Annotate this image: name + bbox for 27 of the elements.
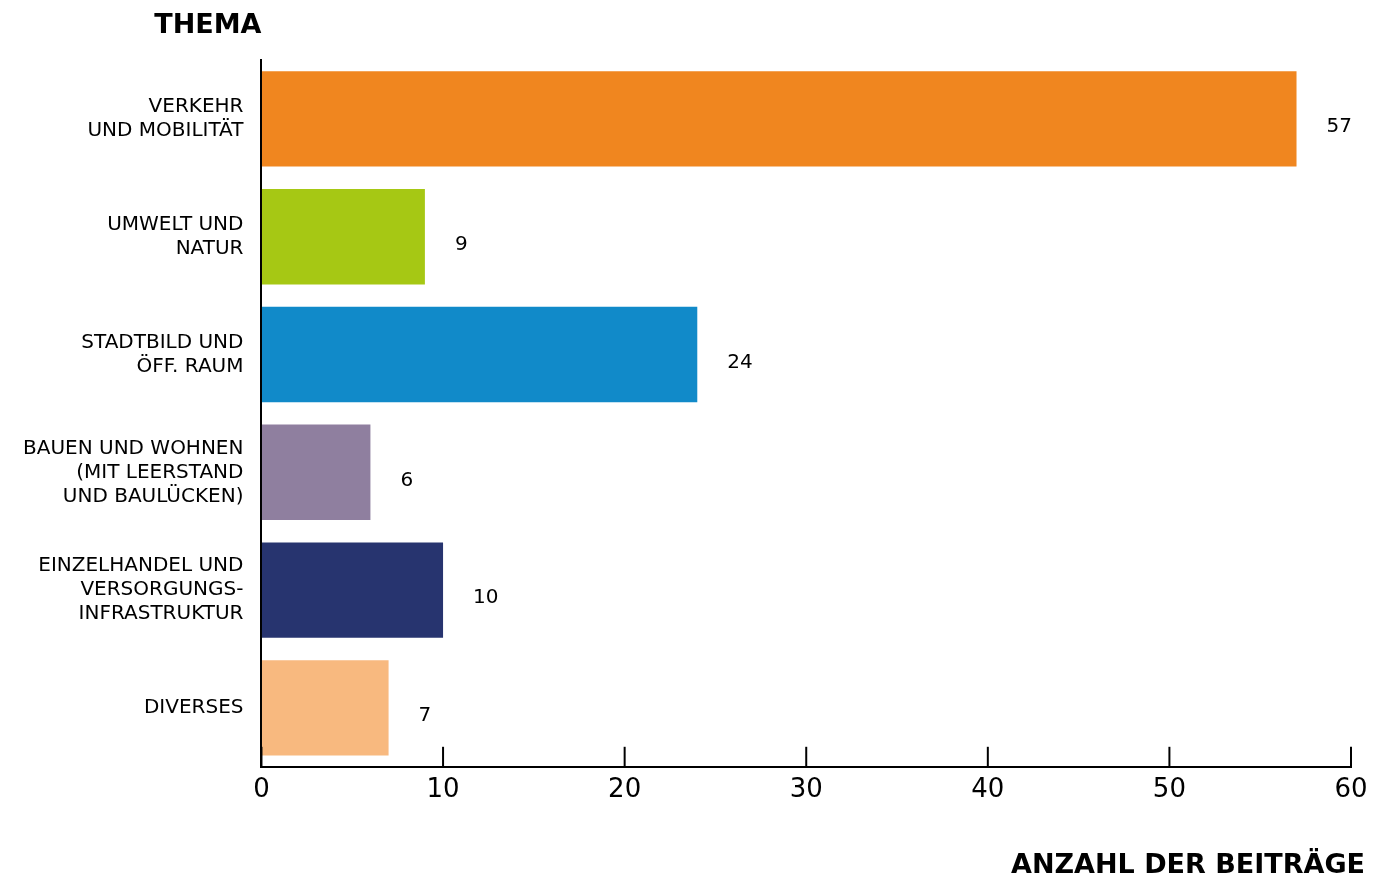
- bar: [261, 71, 1297, 167]
- x-axis-title: ANZAHL DER BEITRÄGE: [1011, 848, 1365, 880]
- y-tick-label: BAUEN UND WOHNEN (MIT LEERSTAND UND BAULÜCKEN): [23, 434, 244, 507]
- y-axis-title: THEMA: [154, 8, 262, 40]
- x-tick-label: 10: [426, 773, 460, 804]
- x-tick-label: 20: [608, 773, 642, 804]
- x-tick-label: 30: [789, 773, 823, 804]
- bar: [261, 660, 389, 756]
- y-tick-label: UMWELT UND NATUR: [107, 210, 244, 259]
- bar: [261, 188, 425, 285]
- bar: [261, 424, 371, 521]
- data-label: 10: [473, 584, 499, 609]
- y-tick-label: STADTBILD UND ÖFF. RAUM: [81, 328, 244, 377]
- data-label: 24: [727, 348, 753, 373]
- data-label: 57: [1326, 113, 1352, 138]
- bar: [261, 306, 698, 403]
- data-label: 9: [454, 230, 468, 255]
- x-tick-label: 50: [1152, 773, 1186, 804]
- y-tick-label: VERKEHR UND MOBILITÄT: [87, 93, 245, 142]
- x-tick-label: 60: [1334, 773, 1368, 804]
- y-tick-label: EINZELHANDEL UND VERSORGUNGS- INFRASTRUKTUR: [38, 552, 244, 625]
- data-label: 6: [400, 466, 414, 491]
- x-tick-label: 0: [253, 773, 270, 804]
- x-tick-label: 40: [971, 773, 1005, 804]
- bar: [261, 542, 444, 638]
- y-tick-label: DIVERSES: [143, 694, 244, 719]
- data-label: 7: [418, 702, 432, 727]
